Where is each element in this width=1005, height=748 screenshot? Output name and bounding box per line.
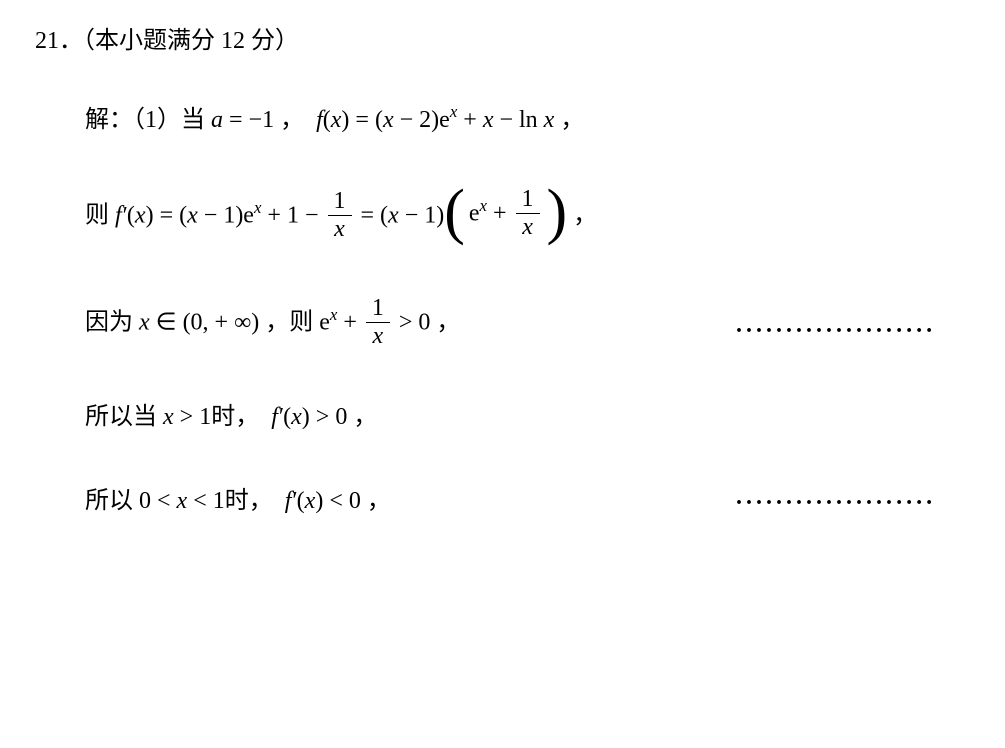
line3-sep: ，则 xyxy=(265,310,319,336)
line3-frac-num: 1 xyxy=(366,295,390,322)
line3-x: x xyxy=(139,310,150,336)
line2-exp1: x xyxy=(254,198,261,217)
line1-t1: (x − 2)e xyxy=(375,107,450,133)
line1-neg1: −1 xyxy=(249,107,275,133)
line4-prime: ′ xyxy=(279,404,284,430)
solution-line-1: 解：（1）当 a = −1 ， f(x) = (x − 2)ex + x − l… xyxy=(85,104,970,138)
line4-gt: > 0 xyxy=(310,404,354,430)
line3-dots: ···················· xyxy=(735,315,935,349)
line1-ln: − ln xyxy=(493,107,543,133)
line5-suffix: ， xyxy=(367,488,391,514)
line2-frac2: 1x xyxy=(516,186,540,240)
solution-line-4: 所以当 x > 1时， f′(x) > 0 ， xyxy=(85,401,970,435)
line2-exp2: x xyxy=(480,196,487,215)
line1-prefix: 解：（1）当 xyxy=(85,107,211,133)
line2-frac1-den: x xyxy=(328,216,352,242)
line1-a: a xyxy=(211,107,223,133)
line4-prefix: 所以当 xyxy=(85,404,163,430)
line1-suffix: ， xyxy=(554,107,584,133)
line1-fx-op: = xyxy=(349,107,375,133)
line5-dots: ···················· xyxy=(735,487,935,521)
line2-frac1-num: 1 xyxy=(328,188,352,215)
line3-exp: x xyxy=(330,305,337,324)
line3-suffix: ， xyxy=(436,310,460,336)
line4-cond: > 1 xyxy=(174,404,212,430)
paren-left: ( xyxy=(444,182,465,242)
line2-t1: (x − 1)e xyxy=(179,203,254,229)
problem-points: （本小题满分 12 分） xyxy=(83,28,299,54)
line3-frac-den: x xyxy=(366,323,390,349)
line4-arg: (x) xyxy=(283,404,310,430)
line1-plus: + xyxy=(457,107,483,133)
line1-f: f xyxy=(316,107,323,133)
line2-t3: (x − 1) xyxy=(380,203,444,229)
line2-e: e xyxy=(469,201,480,227)
paren-right: ) xyxy=(547,182,568,242)
line2-op1: = xyxy=(154,203,180,229)
line3-e: e xyxy=(319,310,330,336)
problem-number: 21． xyxy=(35,28,83,54)
line2-suffix: ， xyxy=(567,203,597,229)
line3-gt: > 0 xyxy=(393,310,437,336)
line3-frac: 1x xyxy=(366,295,390,349)
line1-sep1: ， xyxy=(274,107,310,133)
line4-when: 时， xyxy=(211,404,265,430)
line1-eq: = xyxy=(223,107,249,133)
line2-op2: = xyxy=(355,203,381,229)
solution-line-3: 因为 x ∈ (0, + ∞) ，则 ex + 1x > 0 ， ·······… xyxy=(85,297,970,351)
line2-arg: (x) xyxy=(127,203,154,229)
line1-x2: x xyxy=(544,107,555,133)
line5-f: f xyxy=(285,488,292,514)
solution-line-2: 则 f′(x) = (x − 1)ex + 1 − 1x = (x − 1)(e… xyxy=(85,187,970,247)
line5-lt: < 0 xyxy=(323,488,367,514)
line2-frac1: 1x xyxy=(328,188,352,242)
line1-fx-arg: (x) xyxy=(323,107,350,133)
line5-when: 时， xyxy=(225,488,279,514)
line5-prefix: 所以 xyxy=(85,488,139,514)
line2-prime: ′ xyxy=(123,203,128,229)
line2-bigparen: (ex + 1x) xyxy=(444,185,567,245)
line2-t2: + 1 − xyxy=(261,203,324,229)
line3-prefix: 因为 xyxy=(85,310,139,336)
line5-arg: (x) xyxy=(297,488,324,514)
solution-line-5: 所以 0 < x < 1时， f′(x) < 0 ， ·············… xyxy=(85,485,970,519)
line4-suffix: ， xyxy=(353,404,377,430)
problem-header: 21．（本小题满分 12 分） xyxy=(35,25,970,59)
line2-frac2-den: x xyxy=(516,214,540,240)
line5-prime: ′ xyxy=(292,488,297,514)
line4-x: x xyxy=(163,404,174,430)
line2-f: f xyxy=(115,203,122,229)
line1-exp: x xyxy=(450,102,457,121)
line2-inner-plus: + xyxy=(487,201,513,227)
line4-f: f xyxy=(271,404,278,430)
line2-frac2-num: 1 xyxy=(516,186,540,213)
line2-prefix: 则 xyxy=(85,203,115,229)
line3-plus: + xyxy=(337,310,363,336)
line5-cond1: 0 < xyxy=(139,488,177,514)
line5-x: x xyxy=(177,488,188,514)
line3-in: ∈ (0, + ∞) xyxy=(150,310,266,336)
line5-cond2: < 1 xyxy=(187,488,225,514)
line1-x: x xyxy=(483,107,494,133)
paren-content: ex + 1x xyxy=(465,188,547,242)
